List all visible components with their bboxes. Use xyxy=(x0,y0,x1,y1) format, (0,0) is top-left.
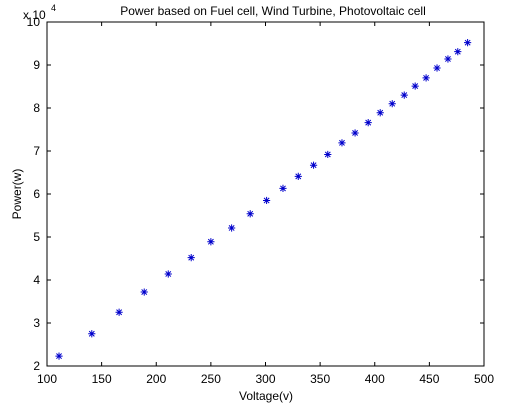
data-point-marker xyxy=(164,270,172,278)
data-point-marker xyxy=(411,82,419,90)
data-point-marker xyxy=(388,100,396,108)
x-tick-label: 200 xyxy=(146,372,166,386)
y-tick-label: 3 xyxy=(33,316,40,330)
data-point-marker xyxy=(55,352,63,360)
chart-title: Power based on Fuel cell, Wind Turbine, … xyxy=(120,4,426,18)
y-axis-label: Power(w) xyxy=(10,169,24,220)
x-axis-ticks: 100 150 200 250 300 350 400 450 500 xyxy=(37,22,494,386)
data-point-marker xyxy=(207,238,215,246)
data-point-marker xyxy=(364,119,372,127)
data-points xyxy=(55,39,472,360)
x-tick-label: 300 xyxy=(255,372,275,386)
x-tick-label: 400 xyxy=(365,372,385,386)
y-tick-label: 4 xyxy=(33,273,40,287)
data-point-marker xyxy=(187,254,195,262)
data-point-marker xyxy=(422,74,430,82)
data-point-marker xyxy=(324,150,332,159)
data-point-marker xyxy=(338,139,346,147)
data-point-marker xyxy=(464,39,472,47)
y-tick-label: 2 xyxy=(33,359,40,373)
y-tick-label: 10 xyxy=(27,15,41,29)
data-point-marker xyxy=(115,308,123,316)
y-tick-label: 8 xyxy=(33,101,40,115)
data-point-marker xyxy=(433,64,441,72)
x-tick-label: 450 xyxy=(419,372,439,386)
x-tick-label: 350 xyxy=(310,372,330,386)
x-tick-label: 150 xyxy=(92,372,112,386)
data-point-marker xyxy=(279,184,287,193)
data-point-marker xyxy=(309,161,318,169)
plot-area xyxy=(46,21,485,367)
data-point-marker xyxy=(246,210,254,218)
data-point-marker xyxy=(376,109,384,117)
x-tick-label: 100 xyxy=(37,372,57,386)
y-axis-multiplier-base: x 10 xyxy=(23,8,46,22)
data-point-marker xyxy=(351,129,359,137)
y-tick-label: 9 xyxy=(33,58,40,72)
data-point-marker xyxy=(140,288,148,296)
y-axis-ticks: 2 3 4 5 6 7 8 9 10 xyxy=(27,15,484,373)
y-tick-label: 5 xyxy=(33,230,40,244)
x-axis-label: Voltage(v) xyxy=(239,389,293,403)
y-tick-label: 7 xyxy=(33,144,40,158)
x-tick-label: 250 xyxy=(201,372,221,386)
data-point-marker xyxy=(294,172,302,180)
x-tick-label: 500 xyxy=(474,372,494,386)
data-point-marker xyxy=(228,224,236,232)
y-axis-multiplier-exponent: 4 xyxy=(51,3,56,13)
data-point-marker xyxy=(88,330,96,338)
data-point-marker xyxy=(400,91,408,99)
y-axis-multiplier: x 10 4 xyxy=(23,3,56,22)
data-point-marker xyxy=(444,55,452,63)
y-tick-label: 6 xyxy=(33,187,40,201)
data-point-marker xyxy=(262,196,271,205)
data-point-marker xyxy=(454,48,462,56)
